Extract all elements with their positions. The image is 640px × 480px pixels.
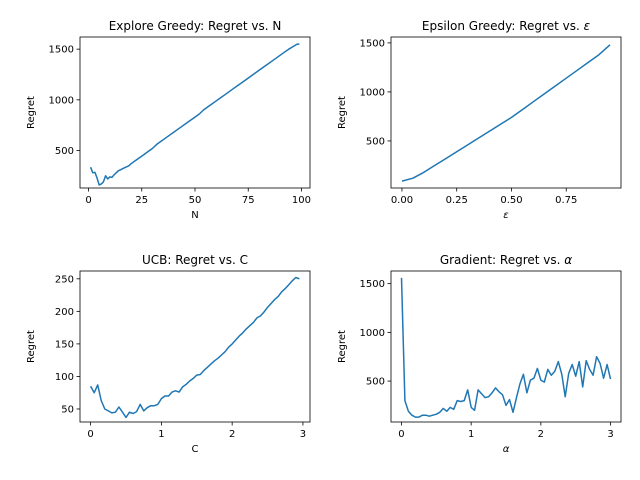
x-tick-label: 25	[135, 195, 148, 206]
subplot-epsilon-greedy: 0.00 0.25 0.50 0.75 500 1000 1500 Epsilon Greed…	[337, 19, 622, 221]
x-tick-label: 0.00	[391, 195, 413, 206]
y-tick-label: 1000	[49, 95, 74, 106]
x-tick-label: 1	[468, 429, 474, 440]
x-tick-label: 0	[398, 429, 404, 440]
y-tick-label: 500	[55, 146, 74, 157]
x-axis-label: ε	[503, 210, 509, 221]
subplot-ucb: 0 1 2 3 50 100 150 200 250 UCB: Regret vs. C C Regr…	[26, 253, 311, 455]
x-axis-label: N	[191, 210, 198, 221]
x-tick-label: 2	[538, 429, 544, 440]
x-tick-label: 50	[189, 195, 202, 206]
subplot-title: Epsilon Greedy: Regret vs. ε	[422, 19, 591, 33]
x-tick-label: 3	[607, 429, 613, 440]
plot-frame	[390, 36, 622, 189]
x-tick-label: 0.50	[500, 195, 522, 206]
y-tick-label: 250	[55, 274, 74, 285]
subplot-explore-greedy: 0 25 50 75 100 500 1000 1500 Explore Greedy: Reg…	[26, 19, 311, 221]
x-tick-label: 3	[300, 429, 306, 440]
subplot-title: UCB: Regret vs. C	[142, 253, 248, 267]
y-tick-label: 200	[55, 307, 74, 318]
regret-line	[89, 276, 300, 419]
x-tick-label: 75	[242, 195, 255, 206]
regret-line	[400, 277, 612, 418]
y-tick-label: 1500	[49, 45, 74, 56]
y-tick-label: 1500	[360, 279, 385, 290]
plot-frame	[79, 270, 311, 423]
y-axis-label: Regret	[26, 96, 37, 129]
x-tick-label: 0.25	[446, 195, 468, 206]
x-axis-label: C	[192, 444, 199, 455]
y-tick-label: 1500	[360, 38, 385, 49]
y-tick-label: 100	[55, 372, 74, 383]
y-tick-label: 50	[61, 404, 74, 415]
x-axis-label: α	[503, 444, 510, 455]
y-axis-label: Regret	[337, 330, 348, 363]
y-tick-label: 150	[55, 339, 74, 350]
regret-line	[401, 44, 611, 182]
x-tick-label: 0.75	[555, 195, 577, 206]
plot-frame	[79, 36, 311, 189]
subplot-gradient: 0 1 2 3 500 1000 1500 Gradient: Regret vs. α α Re…	[337, 253, 622, 455]
y-tick-label: 1000	[360, 87, 385, 98]
x-tick-label: 2	[229, 429, 235, 440]
y-tick-label: 500	[366, 377, 385, 388]
y-tick-label: 1000	[360, 328, 385, 339]
regret-line	[89, 43, 300, 186]
x-tick-label: 100	[292, 195, 311, 206]
x-tick-label: 1	[158, 429, 164, 440]
y-axis-label: Regret	[26, 330, 37, 363]
subplot-title: Explore Greedy: Regret vs. N	[109, 19, 282, 33]
subplot-title: Gradient: Regret vs. α	[440, 253, 572, 267]
y-tick-label: 500	[366, 136, 385, 147]
y-axis-label: Regret	[337, 96, 348, 129]
plot-frame	[390, 270, 622, 423]
x-tick-label: 0	[87, 429, 93, 440]
x-tick-label: 0	[85, 195, 91, 206]
